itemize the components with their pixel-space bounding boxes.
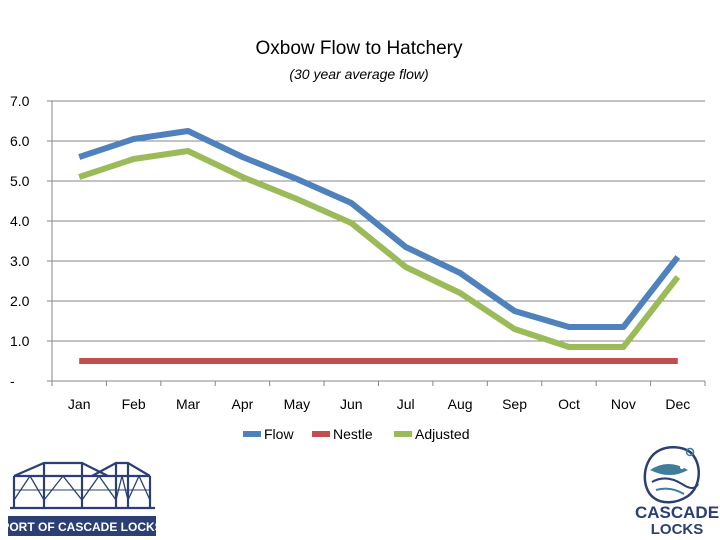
x-tick-label: Sep [502,396,527,412]
y-tick-label: 6.0 [10,133,30,149]
legend: Flow Nestle Adjusted [243,426,469,442]
chart-title: Oxbow Flow to Hatchery [256,38,463,59]
y-axis: 7.0 6.0 5.0 4.0 3.0 2.0 1.0 - [10,93,53,389]
y-tick-label: 3.0 [10,253,30,269]
x-tick-label: Nov [611,396,636,412]
legend-label-nestle: Nestle [333,426,373,442]
legend-swatch-adjusted [394,431,412,437]
fish-emblem-icon [643,446,700,504]
y-tick-label: 1.0 [10,333,30,349]
y-tick-label: - [10,373,15,389]
legend-swatch-flow [243,431,261,437]
chart-subtitle: (30 year average flow) [289,66,428,82]
port-logo-banner [8,516,156,536]
x-tick-label: Jun [340,396,363,412]
series-lines [78,128,681,364]
x-tick-label: Jan [68,396,91,412]
y-tick-label: 4.0 [10,213,30,229]
cascade-logo-line1: CASCADE [635,503,719,522]
cascade-locks-logo: CASCADE LOCKS [635,446,719,538]
port-logo-text: PORT OF CASCADE LOCKS [1,520,162,534]
gridlines [52,100,705,342]
y-tick-label: 7.0 [10,93,30,109]
legend-label-adjusted: Adjusted [415,426,469,442]
series-line-adjusted [78,148,681,350]
legend-swatch-nestle [312,431,330,437]
x-axis: Jan Feb Mar Apr May Jun Jul Aug Sep Oct Nov Dec [51,380,706,412]
x-tick-label: May [284,396,310,412]
cascade-logo-line2: LOCKS [651,521,704,538]
x-tick-label: Feb [122,396,146,412]
port-of-cascade-locks-logo: PORT OF CASCADE LOCKS [1,461,163,536]
x-tick-label: Apr [232,396,254,412]
x-tick-label: Oct [558,396,580,412]
x-tick-label: Aug [448,396,473,412]
y-tick-label: 5.0 [10,173,30,189]
x-tick-label: Jul [397,396,415,412]
y-tick-label: 2.0 [10,293,30,309]
x-tick-label: Dec [665,396,690,412]
x-tick-label: Mar [176,396,200,412]
series-line-flow [78,128,681,330]
legend-label-flow: Flow [264,426,294,442]
bridge-icon [10,461,155,510]
